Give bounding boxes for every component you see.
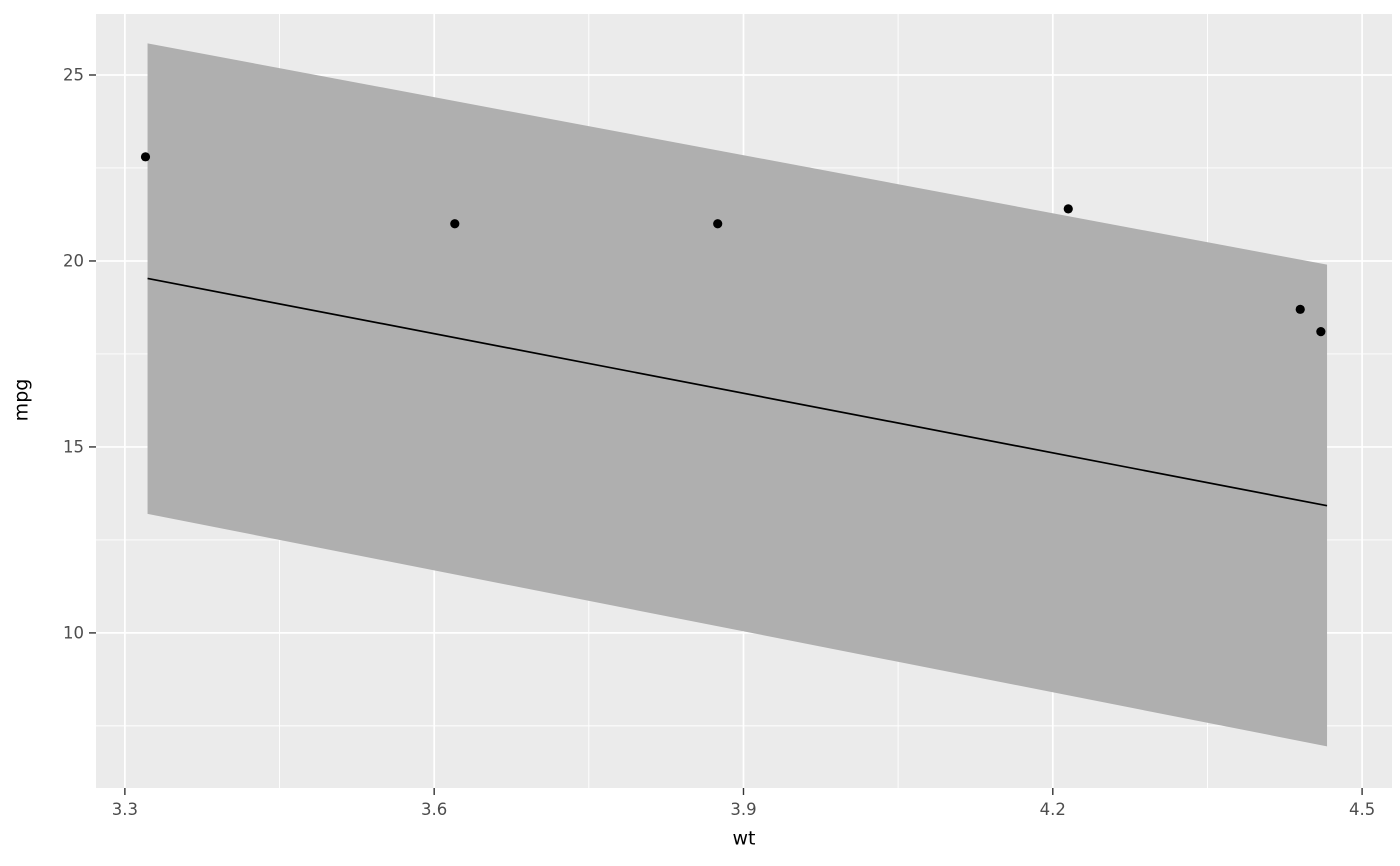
confidence-band: [147, 43, 1328, 747]
data-point: [1316, 327, 1326, 337]
y-tick-label: 25: [63, 65, 84, 84]
data-point: [1295, 304, 1305, 314]
x-tick-label: 3.9: [730, 800, 756, 819]
y-tick-label: 10: [63, 623, 84, 642]
y-tick-label: 20: [63, 251, 84, 270]
y-tick-label: 15: [63, 437, 84, 456]
data-point: [713, 219, 723, 229]
x-tick-label: 4.2: [1040, 800, 1066, 819]
data-point: [140, 152, 151, 162]
data-point: [450, 219, 460, 229]
x-tick-label: 3.3: [112, 800, 138, 819]
x-axis-title: wt: [732, 827, 756, 850]
x-tick-label: 4.5: [1349, 800, 1375, 819]
data-point: [1063, 204, 1073, 214]
regression-line: [147, 277, 1328, 507]
y-axis-title: mpg: [10, 378, 33, 422]
x-tick-label: 3.6: [421, 800, 447, 819]
